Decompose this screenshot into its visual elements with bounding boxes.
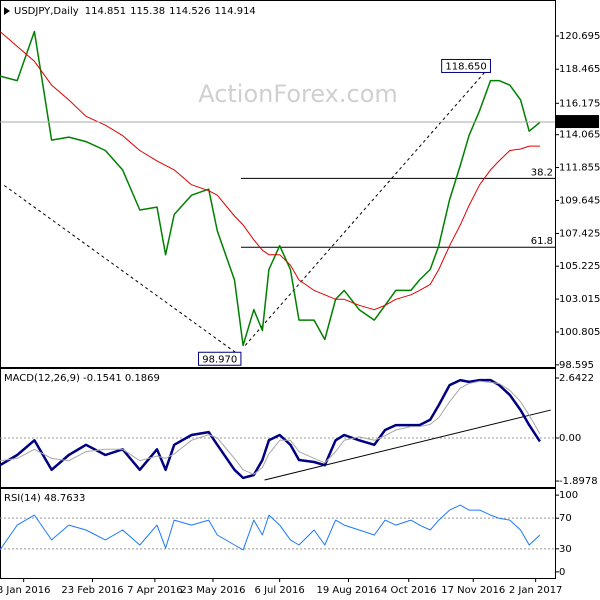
panel-frame (0, 368, 556, 488)
x-tick-label: 23 May 2016 (180, 585, 245, 596)
ohlc-value: 114.851 (85, 6, 126, 17)
last-price-label: 114.914 (558, 117, 599, 128)
panel-title: USDJPY,Daily (14, 6, 79, 17)
y-tick-label: 114.065 (559, 130, 600, 141)
x-tick-label: 2 Jan 2017 (509, 585, 563, 596)
ohlc-value: 114.526 (169, 6, 210, 17)
y-tick-label: 116.175 (559, 98, 600, 109)
y-tick-label: 118.465 (559, 64, 600, 75)
fib-label: 61.8 (531, 236, 553, 247)
y-tick-label: 111.855 (559, 163, 600, 174)
y-tick-label: 105.225 (559, 261, 600, 272)
series-line (0, 30, 541, 347)
fib-label: 38.2 (531, 167, 553, 178)
annotation-box (198, 351, 242, 366)
y-tick-label: 120.695 (559, 31, 600, 42)
x-tick-label: 6 Jul 2016 (255, 585, 305, 596)
x-tick-label: 7 Apr 2016 (127, 585, 182, 596)
title-marker (4, 7, 10, 15)
series-line (0, 31, 540, 311)
y-tick-label: 98.595 (559, 360, 594, 371)
trendline (4, 185, 240, 356)
x-tick-label: 8 Jan 2016 (0, 585, 50, 596)
panel-frame (0, 488, 556, 579)
series-line (0, 504, 541, 551)
x-tick-label: 23 Feb 2016 (61, 585, 123, 596)
trendline (264, 409, 551, 481)
panel-title: RSI(14) 48.7633 (4, 493, 85, 504)
x-tick-label: 4 Oct 2016 (381, 585, 436, 596)
panel-title: MACD(12,26,9) -0.1541 0.1869 (4, 373, 160, 384)
y-tick-label: 103.015 (559, 294, 600, 305)
y-tick-label: 0 (559, 567, 565, 578)
y-tick-label: 0.00 (559, 433, 581, 444)
x-tick-label: 19 Aug 2016 (316, 585, 380, 596)
y-tick-label: 100 (559, 490, 578, 501)
series-line (0, 380, 541, 475)
trendline (244, 65, 491, 346)
y-tick-label: -1.8978 (559, 476, 598, 487)
ohlc-value: 115.38 (130, 6, 165, 17)
series-line (0, 378, 541, 480)
x-tick-label: 17 Nov 2016 (441, 585, 505, 596)
annotation-box (441, 58, 491, 73)
ohlc-value: 114.914 (214, 6, 255, 17)
y-tick-label: 70 (559, 513, 572, 524)
last-price-box (555, 115, 599, 129)
panel-frame (0, 0, 556, 368)
y-tick-label: 109.645 (559, 195, 600, 206)
y-tick-label: 107.425 (559, 228, 600, 239)
watermark: ActionForex.com (198, 80, 398, 108)
y-tick-label: 100.805 (559, 327, 600, 338)
y-tick-label: 2.6422 (559, 373, 594, 384)
y-tick-label: 30 (559, 544, 572, 555)
annotation: 98.970 (202, 354, 237, 365)
annotation: 118.650 (445, 61, 486, 72)
